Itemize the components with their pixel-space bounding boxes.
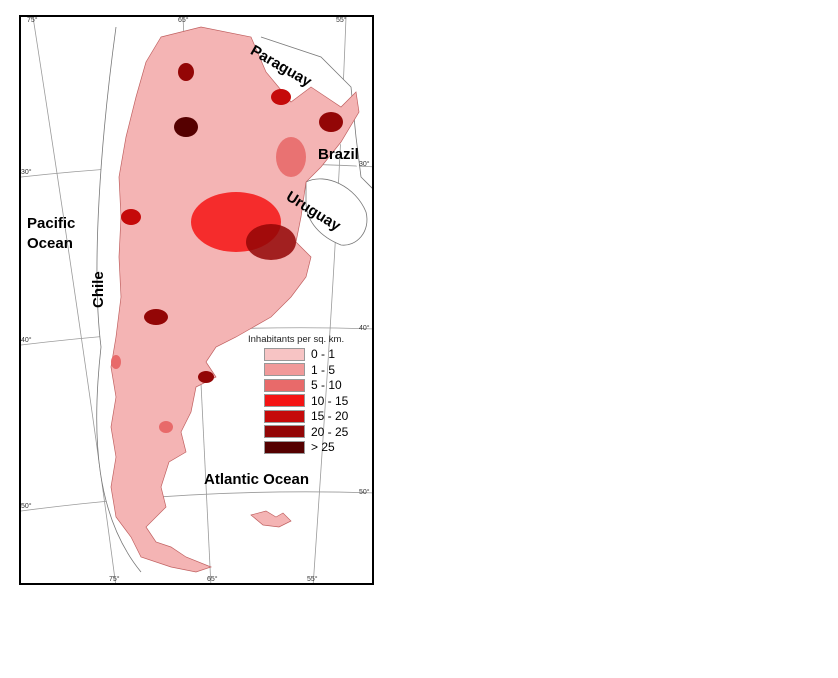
tick-bottom-65: 65° <box>207 576 218 583</box>
legend-label: 0 - 1 <box>311 347 336 361</box>
legend-item: 10 - 15 <box>264 394 348 408</box>
legend-title: Inhabitants per sq. km. <box>248 334 345 345</box>
legend-swatch <box>264 425 305 438</box>
label-pacific-ocean: Pacific Ocean <box>27 215 76 252</box>
argentina-map <box>21 17 372 583</box>
legend-swatch <box>264 440 305 454</box>
legend-swatch <box>264 378 305 392</box>
tick-bottom-75: 75° <box>109 576 120 583</box>
tick-left-50: 50° <box>21 503 32 510</box>
legend-item: 1 - 5 <box>264 363 335 377</box>
tick-top-55: 55° <box>336 17 347 24</box>
legend-item: 20 - 25 <box>264 425 348 439</box>
tick-right-30: 30° <box>359 161 370 168</box>
tick-right-50: 50° <box>359 489 370 496</box>
legend-swatch <box>264 394 305 407</box>
legend-label: 5 - 10 <box>311 378 342 392</box>
legend-swatch <box>264 363 305 376</box>
tick-top-75: 75° <box>27 17 38 24</box>
label-chile: Chile <box>90 271 107 308</box>
legend-label: 15 - 20 <box>311 409 349 423</box>
legend-item: 5 - 10 <box>264 378 342 392</box>
legend-swatch <box>264 347 305 361</box>
legend-label: 20 - 25 <box>311 424 349 439</box>
tick-right-40: 40° <box>359 325 370 332</box>
tick-left-40: 40° <box>21 337 32 344</box>
legend-item: 15 - 20 <box>264 409 348 423</box>
label-atlantic-ocean: Atlantic Ocean <box>204 471 310 488</box>
falkland-islands <box>250 510 292 528</box>
label-brazil: Brazil <box>318 146 359 163</box>
argentina-land <box>110 26 360 573</box>
legend-label: > 25 <box>311 440 335 454</box>
tick-bottom-55: 55° <box>307 576 318 583</box>
legend-item: 0 - 1 <box>264 347 335 361</box>
legend-label: 1 - 5 <box>311 362 336 377</box>
density-hotspots <box>111 63 343 433</box>
map-frame: 75° 65° 55° 75° 65° 55° 30° 40° 50° 30° … <box>19 15 374 585</box>
tick-left-30: 30° <box>21 169 32 176</box>
tick-top-65: 65° <box>178 17 189 24</box>
legend-item: > 25 <box>264 440 335 454</box>
legend-label: 10 - 15 <box>311 393 349 408</box>
legend-swatch <box>264 409 305 423</box>
